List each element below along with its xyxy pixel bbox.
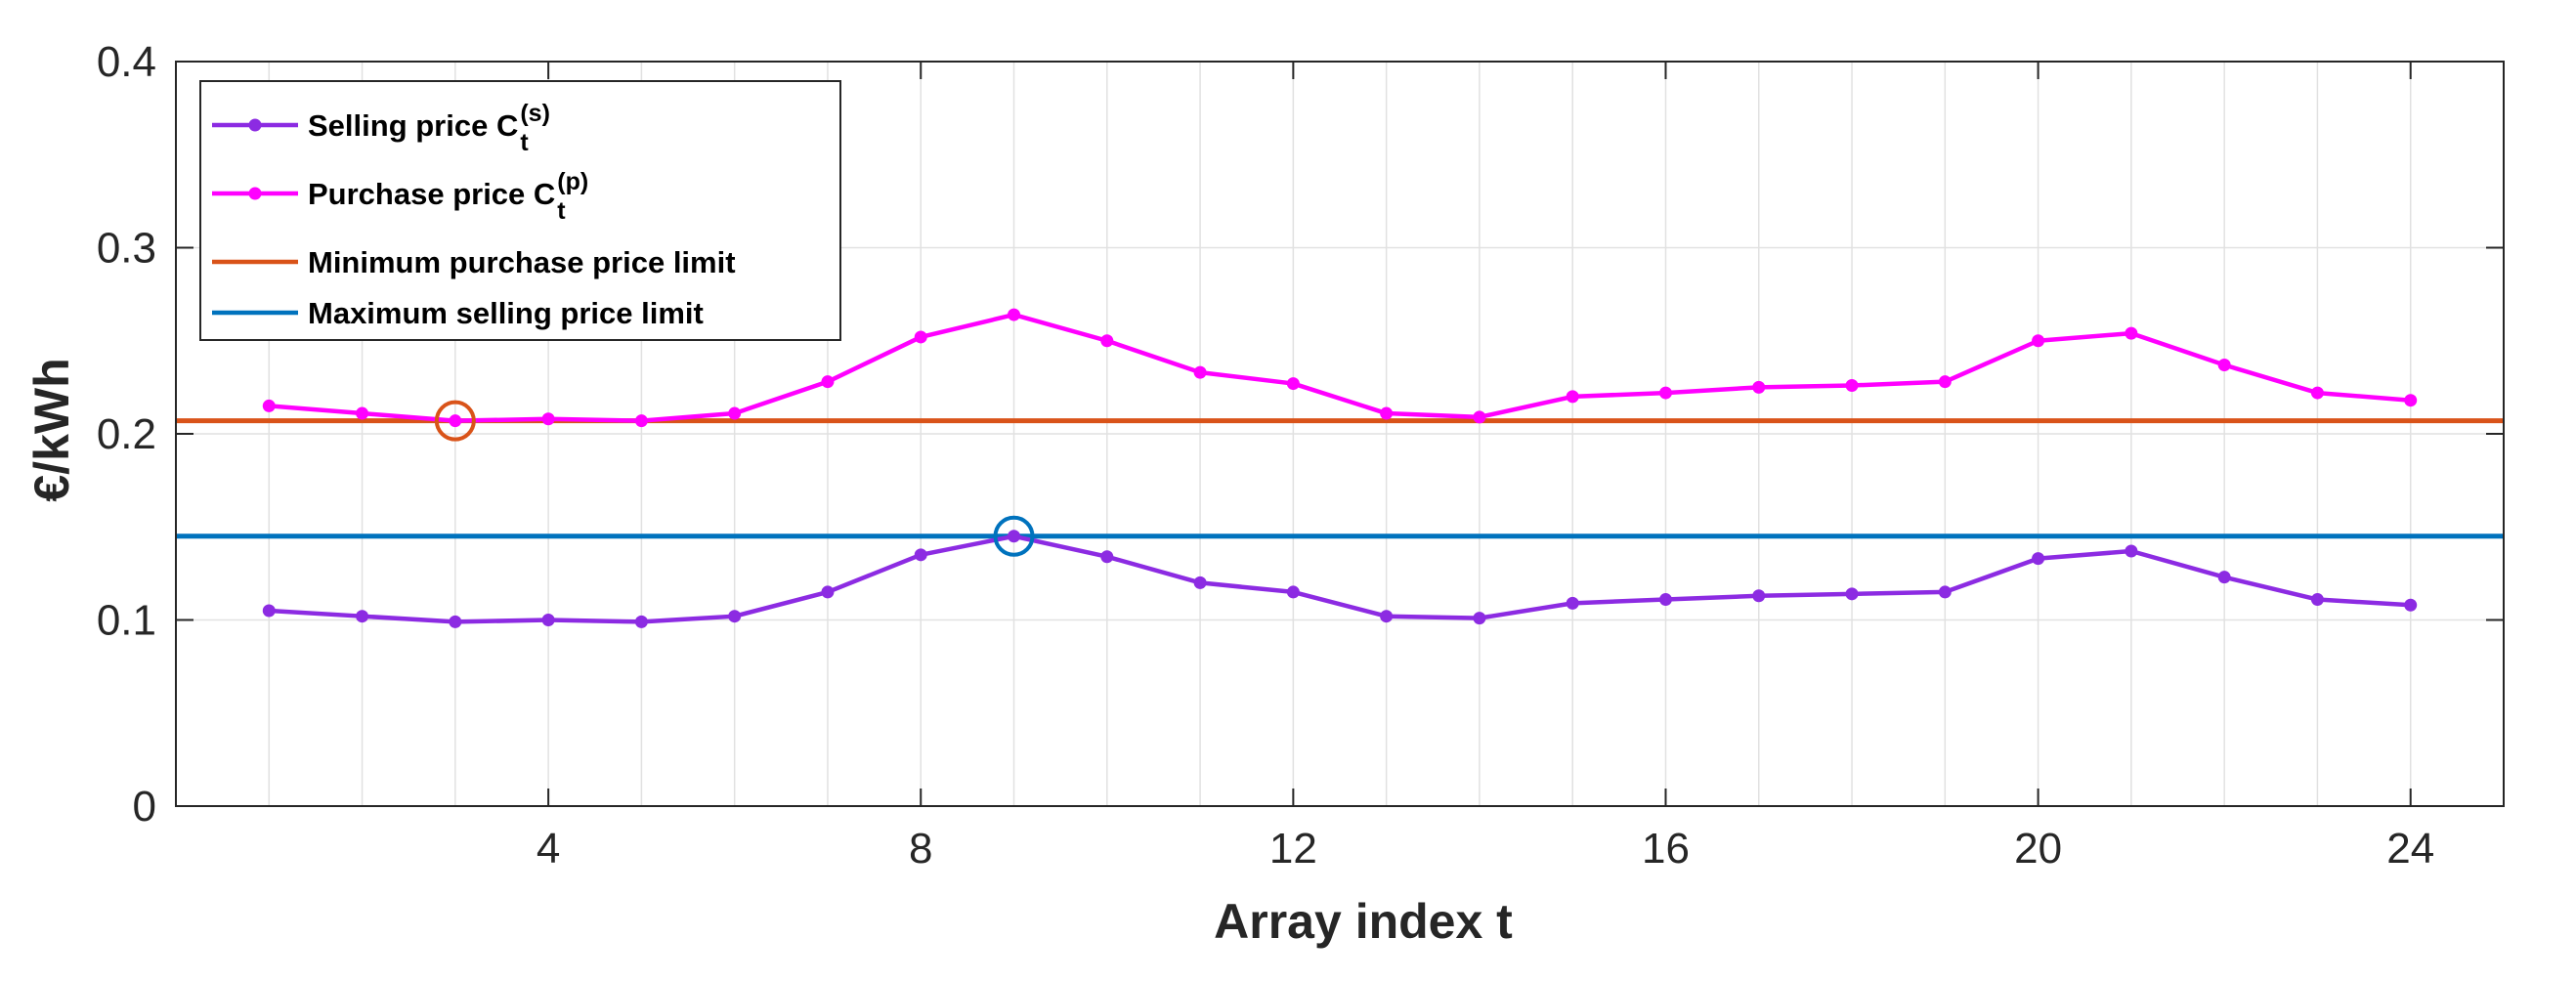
- legend-marker-swatch: [248, 118, 262, 132]
- data-point: [1008, 308, 1021, 321]
- data-point: [2125, 544, 2138, 558]
- data-point: [1566, 596, 1579, 610]
- x-tick-label: 4: [537, 825, 560, 873]
- x-axis-label: Array index t: [1214, 894, 1513, 949]
- highlight-circle-marker: [434, 400, 476, 442]
- legend-label-superscript: (s): [520, 100, 550, 127]
- series-lines: [262, 308, 2418, 628]
- data-point: [914, 548, 927, 562]
- data-point: [1473, 612, 1486, 625]
- data-point: [1193, 365, 1207, 379]
- y-tick-label: 0.1: [97, 597, 156, 645]
- data-point: [1845, 378, 1859, 392]
- highlight-circle-marker: [993, 515, 1035, 557]
- data-point: [1658, 386, 1672, 400]
- data-point: [449, 615, 462, 628]
- axes: [175, 61, 2505, 807]
- data-point: [728, 610, 742, 623]
- series-line: [269, 533, 2411, 624]
- y-tick-label: 0.3: [97, 225, 156, 273]
- data-point: [634, 615, 648, 628]
- data-point: [541, 412, 555, 426]
- data-point: [1658, 593, 1672, 607]
- data-point: [2404, 394, 2418, 407]
- legend-entry: Purchase price C (p)t: [212, 168, 588, 225]
- data-point: [1566, 390, 1579, 404]
- data-point: [449, 414, 462, 428]
- data-point: [2032, 552, 2045, 566]
- legend-marker-swatch: [248, 187, 262, 200]
- legend-label-superscript: (p): [557, 168, 588, 195]
- x-tick-label: 20: [2014, 825, 2062, 873]
- data-point: [1286, 585, 1300, 599]
- data-point: [1100, 334, 1114, 348]
- data-point: [2217, 571, 2231, 584]
- data-point: [821, 375, 835, 389]
- data-point: [2032, 334, 2045, 348]
- y-tick-label: 0: [133, 783, 156, 831]
- data-point: [821, 585, 835, 599]
- data-point: [356, 610, 369, 623]
- x-tick-label: 12: [1269, 825, 1317, 873]
- data-point: [1380, 610, 1394, 623]
- tick-labels: 4 8 12 16 20 24 0 0.1 0.2 0.3 0.4: [97, 38, 2434, 873]
- data-point: [1752, 380, 1766, 394]
- data-point: [1008, 530, 1021, 543]
- data-point: [634, 414, 648, 428]
- data-point: [1473, 410, 1486, 424]
- data-point: [1380, 406, 1394, 420]
- x-tick-label: 24: [2386, 825, 2434, 873]
- data-point: [2125, 326, 2138, 340]
- data-point: [1286, 377, 1300, 391]
- y-tick-label: 0.2: [97, 410, 156, 458]
- legend-box: [199, 80, 841, 341]
- data-point: [262, 399, 276, 412]
- data-point: [262, 604, 276, 618]
- legend-label: Maximum selling price limit: [308, 296, 704, 330]
- legend-entry: Maximum selling price limit: [212, 296, 704, 330]
- legend-entry: Minimum purchase price limit: [212, 245, 736, 279]
- legend-label: Minimum purchase price limit: [308, 245, 736, 279]
- data-point: [1938, 585, 1952, 599]
- data-point: [2217, 359, 2231, 372]
- data-point: [356, 406, 369, 420]
- data-point: [1938, 375, 1952, 389]
- x-tick-label: 16: [1642, 825, 1690, 873]
- data-point: [541, 614, 555, 626]
- legend-label-subscript: t: [520, 129, 529, 156]
- series-line: [269, 312, 2411, 423]
- data-point: [1752, 589, 1766, 603]
- data-point: [2310, 386, 2324, 400]
- data-point: [914, 330, 927, 344]
- y-tick-label: 0.4: [97, 38, 156, 86]
- data-point: [2310, 593, 2324, 607]
- y-axis-label: €/kWh: [24, 358, 79, 501]
- legend-label: Selling price C: [308, 108, 518, 143]
- data-point: [2404, 598, 2418, 612]
- legend-label: Purchase price C: [308, 177, 555, 211]
- legend-entry: Selling price C (s)t: [212, 100, 550, 156]
- reference-lines: [176, 418, 2504, 539]
- data-point: [1845, 587, 1859, 601]
- highlight-markers: [434, 400, 1035, 557]
- data-point: [1193, 576, 1207, 589]
- data-point: [1100, 550, 1114, 564]
- legend-label-subscript: t: [557, 197, 566, 225]
- x-tick-label: 8: [909, 825, 932, 873]
- data-point: [728, 406, 742, 420]
